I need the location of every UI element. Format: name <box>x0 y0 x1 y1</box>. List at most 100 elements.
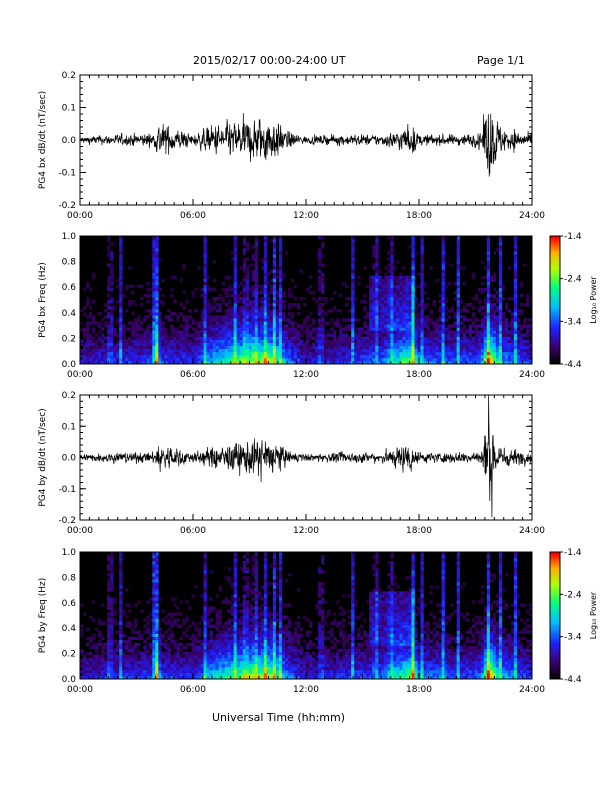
heatmap-cell <box>444 330 448 334</box>
heatmap-cell <box>164 657 168 662</box>
heatmap-cell <box>290 324 295 328</box>
heatmap-cell <box>254 309 259 313</box>
heatmap-cell <box>80 669 84 674</box>
heatmap-cell <box>215 345 219 350</box>
heatmap-cell <box>263 351 268 356</box>
heatmap-cell <box>137 342 141 347</box>
heatmap-cell <box>492 309 497 313</box>
heatmap-cell <box>239 321 244 325</box>
heatmap-cell <box>221 281 225 286</box>
heatmap-cell <box>438 354 442 359</box>
heatmap-cell <box>513 245 518 249</box>
heatmap-cell <box>212 672 216 677</box>
heatmap-cell <box>146 330 150 334</box>
heatmap-cell <box>465 318 470 322</box>
heatmap-cell <box>233 555 237 559</box>
heatmap-cell <box>152 254 156 258</box>
heatmap-cell <box>522 324 527 328</box>
heatmap-cell <box>200 351 204 356</box>
heatmap-cell <box>354 336 358 340</box>
heatmap-cell <box>152 251 156 255</box>
panel-1-axes: 00:00 06:00 12:00 18:00 24:000.00.20.40.60.8… <box>38 232 545 380</box>
heatmap-cell <box>140 351 144 356</box>
heatmap-cell <box>245 296 250 301</box>
heatmap-cell <box>462 324 466 328</box>
heatmap-cell <box>378 278 382 283</box>
heatmap-cell <box>318 296 322 301</box>
heatmap-cell <box>215 669 219 674</box>
heatmap-cell <box>245 278 250 283</box>
heatmap-cell <box>278 257 283 261</box>
heatmap-cell <box>450 309 454 313</box>
heatmap-cell <box>155 333 159 337</box>
heatmap-cell <box>104 321 108 325</box>
heatmap-cell <box>336 357 340 362</box>
heatmap-cell <box>507 321 512 325</box>
heatmap-cell <box>188 324 192 328</box>
heatmap-cell <box>260 324 265 328</box>
heatmap-cell <box>218 669 222 674</box>
heatmap-cell <box>287 342 292 347</box>
heatmap-cell <box>290 345 295 350</box>
heatmap-cell <box>236 309 240 313</box>
heatmap-cell <box>206 654 210 659</box>
heatmap-cell <box>525 300 530 304</box>
heatmap-cell <box>414 284 418 289</box>
heatmap-cell <box>302 345 307 350</box>
heatmap-cell <box>405 339 409 343</box>
heatmap-cell <box>336 342 340 347</box>
heatmap-cell <box>414 339 418 343</box>
heatmap-cell <box>498 296 503 301</box>
heatmap-cell <box>450 345 454 350</box>
heatmap-cell <box>486 260 491 264</box>
heatmap-cell <box>299 342 304 347</box>
heatmap-cell <box>278 345 283 350</box>
heatmap-cell <box>149 348 153 353</box>
heatmap-cell <box>194 645 198 650</box>
heatmap-cell <box>354 351 358 356</box>
heatmap-cell <box>179 663 183 668</box>
heatmap-cell <box>251 357 256 362</box>
heatmap-cell <box>83 675 87 680</box>
heatmap-cell <box>95 357 99 362</box>
heatmap-cell <box>212 660 216 665</box>
heatmap-cell <box>414 309 418 313</box>
heatmap-cell <box>351 312 355 316</box>
colorbar-segment <box>550 334 560 337</box>
heatmap-cell <box>369 296 373 301</box>
heatmap-cell <box>441 324 445 328</box>
heatmap-cell <box>411 239 415 243</box>
heatmap-cell <box>155 603 159 607</box>
heatmap-cell <box>143 669 147 674</box>
heatmap-cell <box>306 360 310 365</box>
heatmap-cell <box>378 275 382 279</box>
heatmap-cell <box>396 339 400 343</box>
heatmap-cell <box>137 630 141 634</box>
heatmap-cell <box>339 351 343 356</box>
heatmap-cell <box>215 333 219 337</box>
heatmap-cell <box>224 312 228 316</box>
heatmap-cell <box>375 263 379 267</box>
heatmap-cell <box>296 339 301 343</box>
heatmap-cell <box>498 263 503 267</box>
heatmap-cell <box>414 348 418 353</box>
heatmap-cell <box>480 342 485 347</box>
heatmap-cell <box>468 354 473 359</box>
heatmap-cell <box>402 348 406 353</box>
heatmap-cell <box>456 351 460 356</box>
heatmap-cell <box>152 296 156 301</box>
heatmap-cell <box>456 303 460 307</box>
heatmap-cell <box>203 615 207 619</box>
heatmap-cell <box>161 633 165 637</box>
heatmap-cell <box>468 360 473 365</box>
heatmap-cell <box>101 663 105 668</box>
heatmap-cell <box>369 315 373 319</box>
heatmap-cell <box>254 272 259 276</box>
heatmap-cell <box>306 354 310 359</box>
heatmap-cell <box>152 245 156 249</box>
heatmap-cell <box>203 654 207 659</box>
heatmap-cell <box>287 321 292 325</box>
heatmap-cell <box>152 300 156 304</box>
heatmap-cell <box>306 315 310 319</box>
heatmap-cell <box>480 330 485 334</box>
